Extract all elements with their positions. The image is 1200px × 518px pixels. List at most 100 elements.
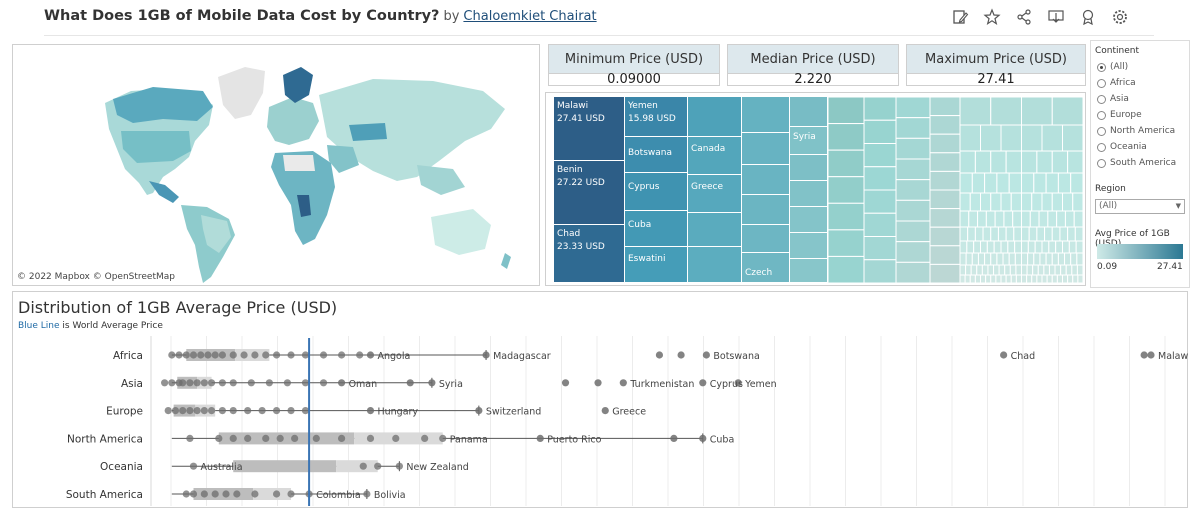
continent-option-asia[interactable]: Asia	[1097, 94, 1129, 104]
treemap-small-tile	[980, 240, 988, 254]
point-label: Cuba	[710, 434, 735, 445]
tile-value: 27.22 USD	[557, 178, 605, 188]
distribution-chart[interactable]: Africa Angola Madagascar Botswana Chad Malawi…	[12, 291, 1189, 508]
color-legend-ramp	[1097, 244, 1183, 259]
star-icon[interactable]	[983, 8, 1001, 26]
box-lower	[233, 460, 337, 473]
treemap-tile[interactable]	[790, 181, 828, 207]
dashboard-header: What Does 1GB of Mobile Data Cost by Cou…	[0, 0, 1200, 36]
data-point	[189, 351, 198, 359]
treemap-small-tile	[1015, 274, 1022, 284]
edit-icon[interactable]	[951, 8, 969, 26]
share-icon[interactable]	[1015, 8, 1033, 26]
treemap-small-tile	[1056, 210, 1066, 228]
row-label: South America	[66, 489, 143, 501]
region-dropdown[interactable]: (All) ▼	[1095, 199, 1185, 214]
treemap-tile-cuba[interactable]: Cuba	[625, 211, 688, 247]
gear-icon[interactable]	[1111, 8, 1129, 26]
outlier-point	[677, 351, 685, 359]
treemap-small-tile	[827, 202, 865, 231]
title-text: What Does 1GB of Mobile Data Cost by Cou…	[44, 8, 440, 24]
treemap-small-tile	[1029, 210, 1040, 228]
treemap-tile[interactable]	[790, 207, 828, 233]
treemap-tile[interactable]	[688, 97, 742, 137]
radio-label: Europe	[1110, 110, 1142, 120]
tile-name: Benin	[557, 165, 583, 175]
treemap-small-tile	[929, 170, 961, 191]
kpi-label: Maximum Price (USD)	[907, 45, 1085, 74]
download-icon[interactable]	[1047, 8, 1065, 26]
data-point	[301, 407, 310, 415]
treemap-tile[interactable]	[790, 233, 828, 259]
row-label: Oceania	[100, 461, 143, 473]
treemap-tile[interactable]	[790, 155, 828, 181]
treemap-tile-canada[interactable]: Canada	[688, 137, 742, 175]
treemap-small-tile	[1038, 210, 1049, 228]
radio-icon	[1097, 78, 1106, 88]
continent-option-south-america[interactable]: South America	[1097, 158, 1176, 168]
subtitle-rest: is World Average Price	[59, 321, 163, 331]
treemap-tile[interactable]	[742, 225, 790, 253]
outlier-point	[475, 407, 483, 415]
treemap-small-tile	[1045, 252, 1053, 266]
outlier-point	[655, 351, 664, 359]
treemap-tile-malawi[interactable]: Malawi 27.41 USD	[554, 97, 625, 161]
continent-option-oceania[interactable]: Oceania	[1097, 142, 1147, 152]
tile-value: 23.33 USD	[557, 242, 605, 252]
kpi-maximum-price[interactable]: Maximum Price (USD) 27.41	[906, 44, 1086, 86]
treemap-small-tile	[1021, 124, 1043, 152]
world-map[interactable]: © 2022 Mapbox © OpenStreetMap	[12, 44, 540, 286]
map-canvas[interactable]	[13, 45, 541, 287]
treemap-tile[interactable]	[688, 247, 742, 283]
treemap-small-tile	[1057, 172, 1072, 194]
continent-option-africa[interactable]: Africa	[1097, 78, 1136, 88]
kpi-median-price[interactable]: Median Price (USD) 2.220	[727, 44, 899, 86]
treemap-small-tile	[1007, 240, 1016, 254]
treemap-small-tile	[990, 96, 1022, 126]
data-point	[200, 407, 208, 415]
treemap-tile-cyprus[interactable]: Cyprus	[625, 173, 688, 211]
treemap-small-tile	[1000, 240, 1009, 254]
treemap-tile[interactable]	[688, 213, 742, 247]
data-point	[204, 351, 212, 359]
treemap-tile[interactable]	[742, 165, 790, 195]
data-point	[168, 351, 176, 359]
data-point	[301, 351, 310, 359]
data-point	[233, 490, 241, 498]
treemap-tile[interactable]	[790, 97, 828, 127]
point-label: Chad	[1011, 351, 1036, 362]
treemap-tile[interactable]	[742, 97, 790, 133]
continent-option-europe[interactable]: Europe	[1097, 110, 1142, 120]
treemap-small-tile	[1062, 274, 1069, 284]
treemap-tile[interactable]	[742, 195, 790, 225]
treemap-tile[interactable]	[742, 133, 790, 165]
continent-option-north-america[interactable]: North America	[1097, 126, 1175, 136]
data-point	[168, 379, 176, 387]
badge-icon[interactable]	[1079, 8, 1097, 26]
continent-option-all[interactable]: (All)	[1097, 62, 1128, 72]
treemap-tile-yemen[interactable]: Yemen 15.98 USD	[625, 97, 688, 137]
data-point	[337, 434, 346, 442]
point-label: Madagascar	[493, 351, 551, 362]
kpi-minimum-price[interactable]: Minimum Price (USD) 0.09000	[548, 44, 720, 86]
treemap-tile-botswana[interactable]: Botswana	[625, 137, 688, 173]
treemap-tile-chad[interactable]: Chad 23.33 USD	[554, 225, 625, 283]
treemap-small-tile	[977, 252, 986, 266]
treemap-small-tile	[995, 274, 1002, 284]
data-point	[262, 351, 270, 359]
treemap-tile-eswatini[interactable]: Eswatini	[625, 247, 688, 283]
treemap-tile-czech[interactable]: Czech	[742, 253, 790, 283]
treemap-tile-syria[interactable]: Syria	[790, 127, 828, 155]
treemap-small-tile	[1070, 172, 1084, 194]
treemap[interactable]: Malawi 27.41 USD Benin 27.22 USD Chad 23.33…	[545, 92, 1086, 286]
point-label: Yemen	[744, 379, 777, 390]
data-point	[211, 490, 219, 498]
treemap-tile-benin[interactable]: Benin 27.22 USD	[554, 161, 625, 225]
treemap-small-tile	[959, 150, 976, 174]
data-point	[186, 407, 194, 415]
treemap-tile[interactable]	[790, 259, 828, 283]
treemap-small-tile	[990, 252, 998, 266]
treemap-tile-greece[interactable]: Greece	[688, 175, 742, 213]
author-link[interactable]: Chaloemkiet Chairat	[463, 9, 597, 24]
toolbar	[951, 8, 1129, 26]
